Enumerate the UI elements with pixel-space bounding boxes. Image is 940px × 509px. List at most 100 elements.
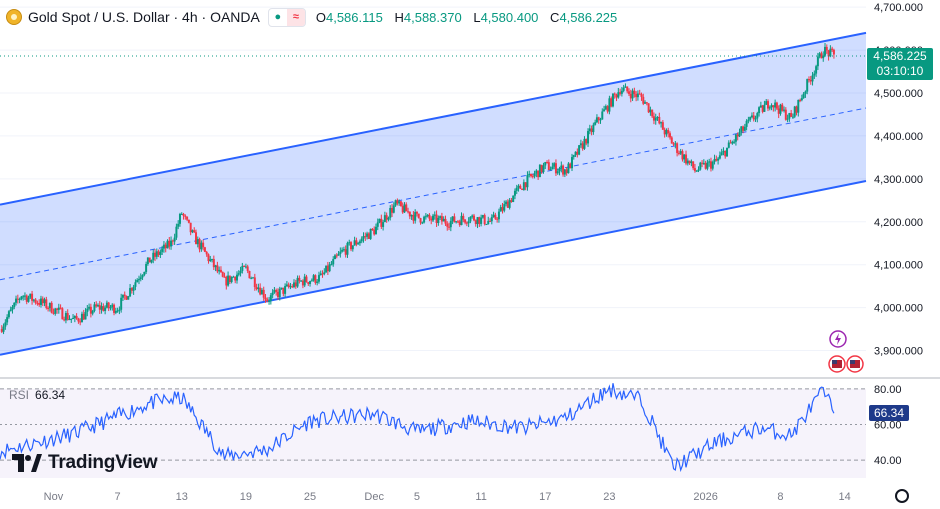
candle-body	[221, 272, 224, 277]
candle-body	[399, 201, 402, 207]
candle-body	[490, 217, 493, 222]
candle-body	[82, 313, 85, 320]
candle-body	[515, 187, 518, 191]
candle-body	[385, 215, 388, 220]
candle-body	[105, 302, 108, 308]
candle-body	[635, 94, 638, 98]
candle-body	[243, 265, 246, 267]
symbol-title[interactable]: Gold Spot / U.S. Dollar · 4h · OANDA	[28, 9, 260, 25]
channel-middle-line[interactable]	[0, 107, 867, 281]
time-tick-label: 2026	[693, 491, 717, 503]
candle-body	[501, 207, 504, 211]
rsi-band	[0, 388, 866, 478]
candle-body	[178, 214, 181, 224]
candle-body	[146, 257, 149, 265]
time-axis[interactable]: Nov 7 13 19 25 Dec 5 11 17 23 2026 8 14	[44, 491, 851, 503]
candle-body	[690, 161, 693, 164]
open-label: O	[315, 9, 326, 25]
settings-gear-icon[interactable]	[895, 489, 909, 503]
candle-body	[820, 53, 823, 59]
candle-body	[480, 217, 483, 224]
candle-body	[628, 91, 631, 94]
candle-body	[235, 274, 238, 281]
candle-body	[688, 160, 691, 164]
candle-body	[11, 306, 14, 310]
candle-body	[275, 289, 278, 292]
candle-body	[186, 216, 189, 220]
candle-body	[27, 297, 30, 302]
candle-body	[22, 296, 25, 298]
regression-channel	[0, 31, 867, 356]
candle-body	[807, 79, 810, 81]
price-axis[interactable]: 3,900.000 4,000.000 4,100.000 4,200.000 4,30…	[874, 2, 923, 357]
candle-body	[686, 160, 689, 164]
candle-body	[102, 306, 105, 311]
candle-body	[667, 129, 670, 134]
candle-body	[816, 56, 819, 67]
candle-body	[219, 269, 222, 273]
candle-body	[519, 185, 522, 189]
candle-body	[601, 111, 604, 120]
candle-body	[268, 300, 271, 302]
channel-upper-line[interactable]	[0, 31, 867, 206]
candle-body	[510, 200, 513, 203]
candle-body	[581, 143, 584, 149]
candle-body	[631, 90, 634, 99]
candle-body	[784, 109, 787, 120]
tradingview-wordmark: TradingView	[48, 452, 158, 473]
candle-body	[464, 219, 467, 223]
candle-body	[783, 109, 786, 111]
event-icons[interactable]	[828, 330, 864, 373]
candle-body	[456, 221, 459, 223]
candle-body	[84, 311, 87, 320]
candle-body	[198, 239, 201, 250]
candle-body	[706, 162, 709, 169]
ohlc-readout: O4,586.115 H4,588.370 L4,580.400 C4,586.…	[316, 10, 625, 25]
candle-body	[403, 204, 406, 213]
candle-body	[207, 254, 210, 262]
candle-body	[305, 276, 308, 283]
candle-body	[451, 216, 454, 221]
rsi-legend[interactable]: RSI 66.34	[9, 388, 65, 402]
status-pill[interactable]: ● ≈	[267, 7, 306, 27]
tradingview-icon	[12, 454, 42, 472]
candle-body	[494, 214, 497, 219]
candle-body	[358, 241, 361, 244]
candle-body	[137, 279, 140, 281]
price-tick-label: 4,300.000	[874, 174, 923, 186]
candle-body	[439, 216, 442, 218]
bar-countdown: 03:10:10	[876, 64, 924, 78]
candle-body	[262, 289, 265, 298]
candle-body	[692, 161, 695, 169]
candle-body	[134, 282, 137, 287]
candle-body	[597, 117, 600, 121]
candle-body	[109, 307, 112, 309]
candle-body	[531, 176, 534, 178]
candle-body	[472, 215, 475, 221]
candle-body	[430, 218, 433, 221]
tradingview-logo[interactable]: TradingView	[12, 452, 158, 474]
candle-body	[711, 161, 714, 169]
candle-body	[239, 270, 242, 274]
candle-body	[145, 264, 148, 272]
candle-body	[702, 162, 705, 164]
candle-body	[633, 90, 636, 95]
candle-body	[448, 226, 451, 228]
candle-body	[809, 79, 812, 82]
candle-body	[804, 91, 807, 94]
candle-body	[357, 243, 360, 245]
rsi-axis[interactable]: 40.00 60.00 80.00	[874, 384, 902, 467]
candle-body	[218, 269, 221, 272]
time-tick-label: Dec	[364, 491, 384, 503]
candle-body	[380, 218, 383, 227]
candle-body	[576, 151, 579, 155]
candle-body	[560, 165, 563, 169]
candle-body	[18, 299, 21, 301]
market-open-dot-icon: ●	[274, 11, 282, 23]
channel-lower-line[interactable]	[0, 180, 867, 356]
candle-body	[88, 306, 91, 309]
candle-body	[43, 299, 46, 304]
candle-body	[339, 251, 342, 254]
wave-icon[interactable]: ≈	[286, 8, 305, 26]
